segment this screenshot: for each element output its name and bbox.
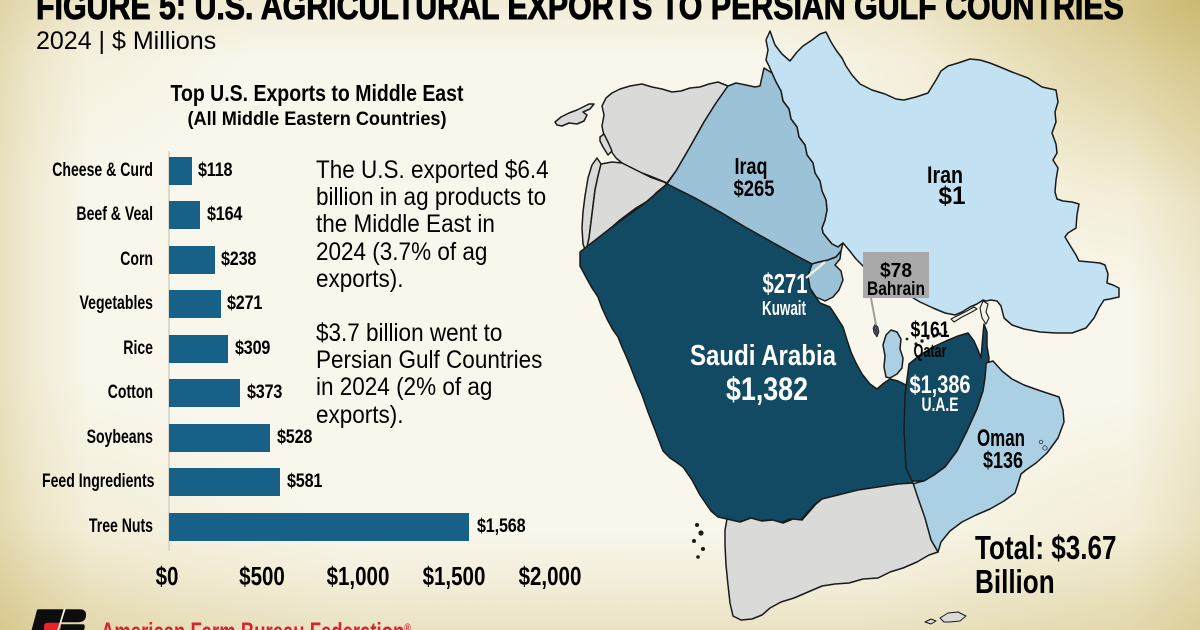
svg-text:$1,386: $1,386: [910, 371, 971, 399]
svg-text:Saudi Arabia: Saudi Arabia: [690, 340, 837, 372]
svg-text:$161: $161: [911, 317, 950, 342]
svg-text:Iraq: Iraq: [735, 153, 768, 179]
svg-text:Qatar: Qatar: [914, 341, 947, 361]
svg-text:$1,382: $1,382: [726, 371, 808, 407]
svg-text:Oman: Oman: [977, 425, 1025, 452]
svg-text:Bahrain: Bahrain: [867, 279, 925, 300]
svg-text:Kuwait: Kuwait: [762, 298, 806, 320]
svg-text:$271: $271: [763, 268, 808, 299]
svg-text:$1: $1: [939, 182, 966, 210]
svg-text:$78: $78: [880, 260, 912, 282]
svg-text:$265: $265: [734, 176, 775, 201]
svg-text:$136: $136: [983, 447, 1023, 473]
svg-text:U.A.E: U.A.E: [922, 395, 959, 416]
svg-text:Iran: Iran: [927, 162, 963, 189]
